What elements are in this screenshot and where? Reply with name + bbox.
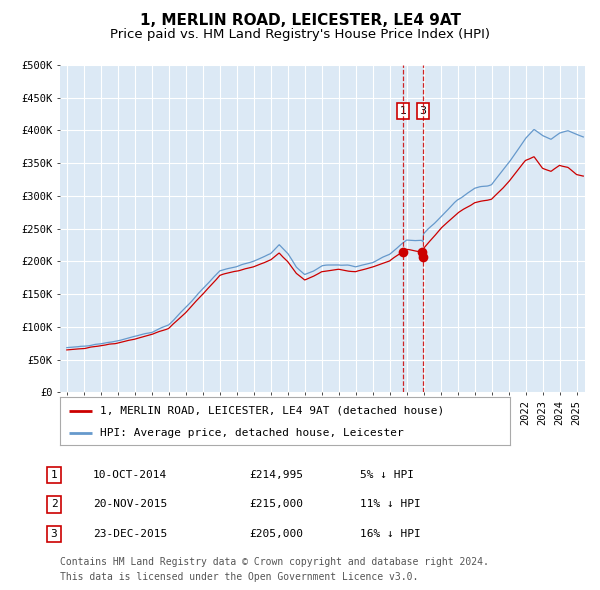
Text: Contains HM Land Registry data © Crown copyright and database right 2024.: Contains HM Land Registry data © Crown c… (60, 557, 489, 566)
Text: 1: 1 (400, 106, 406, 116)
Text: 16% ↓ HPI: 16% ↓ HPI (360, 529, 421, 539)
Text: 23-DEC-2015: 23-DEC-2015 (93, 529, 167, 539)
Text: HPI: Average price, detached house, Leicester: HPI: Average price, detached house, Leic… (101, 428, 404, 438)
Text: 1, MERLIN ROAD, LEICESTER, LE4 9AT: 1, MERLIN ROAD, LEICESTER, LE4 9AT (139, 13, 461, 28)
Text: 11% ↓ HPI: 11% ↓ HPI (360, 500, 421, 509)
Text: 3: 3 (419, 106, 427, 116)
Text: £205,000: £205,000 (249, 529, 303, 539)
Text: 2: 2 (50, 500, 58, 509)
Text: £215,000: £215,000 (249, 500, 303, 509)
Text: Price paid vs. HM Land Registry's House Price Index (HPI): Price paid vs. HM Land Registry's House … (110, 28, 490, 41)
Text: 20-NOV-2015: 20-NOV-2015 (93, 500, 167, 509)
Text: This data is licensed under the Open Government Licence v3.0.: This data is licensed under the Open Gov… (60, 572, 418, 582)
Text: 1: 1 (50, 470, 58, 480)
Text: 1, MERLIN ROAD, LEICESTER, LE4 9AT (detached house): 1, MERLIN ROAD, LEICESTER, LE4 9AT (deta… (101, 405, 445, 415)
Text: 10-OCT-2014: 10-OCT-2014 (93, 470, 167, 480)
Text: 5% ↓ HPI: 5% ↓ HPI (360, 470, 414, 480)
Text: 3: 3 (50, 529, 58, 539)
Text: £214,995: £214,995 (249, 470, 303, 480)
